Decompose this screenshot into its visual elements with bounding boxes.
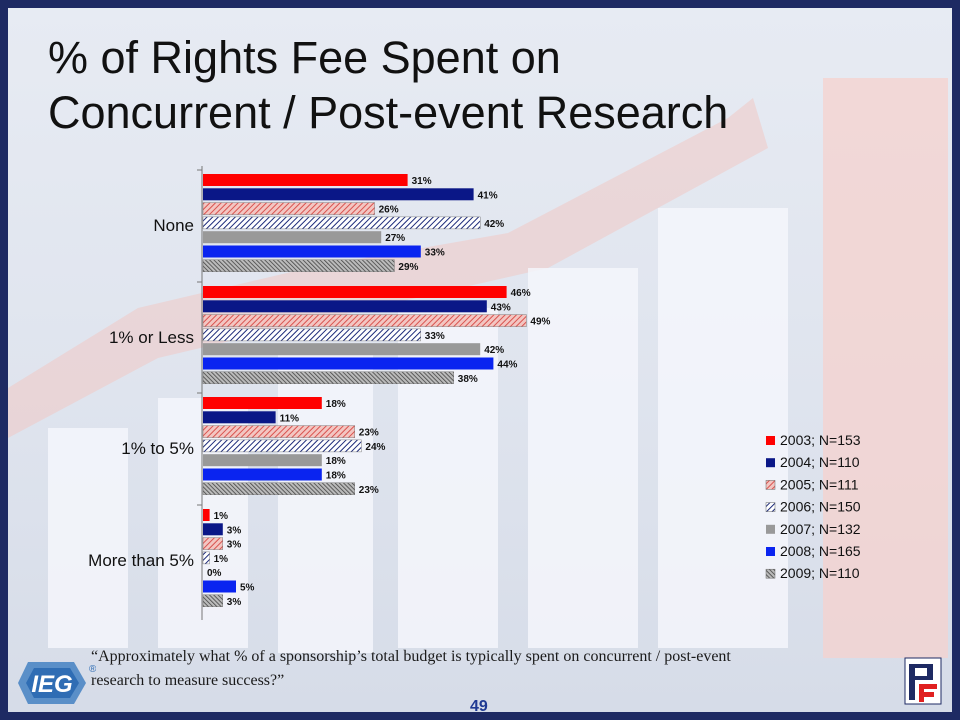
ieg-logo: IEG ® — [18, 662, 96, 704]
bar-1-or-less-2007 — [203, 343, 481, 356]
data-label: 27% — [385, 233, 405, 244]
bar-1-or-less-2008 — [203, 357, 494, 370]
data-label: 3% — [227, 540, 242, 551]
bar-more-than-5-2005 — [202, 537, 223, 550]
data-label: 29% — [398, 262, 418, 273]
ieg-logo-mark: ® — [89, 664, 96, 675]
data-label: 46% — [511, 288, 531, 299]
data-label: 33% — [425, 248, 445, 259]
legend-swatch — [765, 568, 776, 579]
bar-1-or-less-2004 — [203, 300, 487, 313]
legend-label-2003: 2003; N=153 — [780, 432, 861, 448]
data-label: 49% — [530, 317, 550, 328]
data-label: 41% — [478, 190, 498, 201]
data-label: 0% — [207, 568, 222, 579]
data-label: 31% — [412, 176, 432, 187]
bar-1-or-less-2006 — [202, 328, 422, 342]
survey-question-line1: “Approximately what % of a sponsorship’s… — [91, 648, 731, 665]
data-label: 42% — [484, 219, 504, 230]
bar-none-2008 — [203, 245, 421, 258]
legend-swatch — [766, 524, 775, 534]
data-label: 42% — [484, 345, 504, 356]
data-label: 18% — [326, 399, 346, 410]
bar-1-to-5-2007 — [203, 454, 322, 467]
bar-more-than-5-2008 — [203, 580, 236, 593]
data-label: 23% — [359, 428, 379, 439]
legend-swatch — [765, 480, 776, 490]
data-label: 23% — [359, 485, 379, 496]
category-label-1-to-5: 1% to 5% — [121, 439, 194, 458]
data-label: 44% — [497, 360, 517, 371]
data-label: 24% — [365, 442, 385, 453]
category-label-more-than-5: More than 5% — [88, 551, 194, 570]
chart-legend: 2003; N=153 2004; N=110 2005; N=111 2006; N… — [765, 432, 861, 581]
legend-label-2004: 2004; N=110 — [780, 454, 860, 470]
bar-1-or-less-2005 — [202, 314, 527, 327]
data-label: 26% — [379, 205, 399, 216]
legend-label-2005: 2005; N=111 — [780, 476, 859, 492]
data-label: 5% — [240, 583, 255, 594]
legend-label-2009: 2009; N=110 — [780, 565, 860, 581]
ieg-logo-text: IEG — [31, 671, 72, 698]
data-label: 3% — [227, 525, 242, 536]
legend-label-2008: 2008; N=165 — [780, 543, 861, 559]
bar-none-2005 — [202, 202, 375, 215]
category-label-1-or-less: 1% or Less — [109, 328, 194, 347]
survey-question: “Approximately what % of a sponsorship’s… — [91, 645, 871, 693]
bar-1-to-5-2003 — [203, 397, 322, 409]
pf-logo — [904, 657, 942, 705]
category-label-none: None — [153, 216, 194, 235]
legend-swatch — [766, 458, 775, 468]
bar-1-or-less-2003 — [203, 286, 507, 298]
legend-label-2007: 2007; N=132 — [780, 521, 861, 537]
bar-none-2009 — [202, 259, 395, 273]
legend-swatch — [765, 502, 776, 512]
bar-1-to-5-2005 — [202, 425, 356, 438]
bar-chart: 31% 41% 26% 42% 27% 33% 29% 46%43% 49% 33% 42% 44% 3… — [88, 166, 861, 620]
data-label: 18% — [326, 471, 346, 482]
page-number: 49 — [470, 698, 488, 715]
data-label: 1% — [214, 511, 229, 522]
data-label: 33% — [425, 331, 445, 342]
survey-question-line2: research to measure success?” — [91, 672, 285, 689]
bar-more-than-5-2003 — [203, 509, 210, 521]
data-label: 11% — [280, 413, 300, 424]
bar-1-or-less-2009 — [202, 371, 455, 384]
legend-swatch — [766, 436, 775, 445]
data-label: 1% — [214, 554, 229, 565]
data-label: 43% — [491, 302, 511, 313]
bar-1-to-5-2009 — [202, 482, 356, 495]
bar-more-than-5-2009 — [202, 594, 223, 607]
data-label: 18% — [326, 456, 346, 467]
bar-more-than-5-2006 — [202, 551, 210, 565]
data-label: 38% — [458, 374, 478, 385]
slide-title: % of Rights Fee Spent on Concurrent / Po… — [48, 30, 928, 140]
bar-more-than-5-2004 — [203, 523, 223, 536]
legend-swatch — [766, 547, 775, 556]
bar-1-to-5-2008 — [203, 468, 322, 481]
bars-layer: 31% 41% 26% 42% 27% 33% 29% 46%43% 49% 33% 42% 44% 3… — [202, 174, 551, 608]
bar-none-2007 — [203, 231, 382, 244]
axis-layer: None 1% or Less 1% to 5% More than 5% — [88, 166, 203, 620]
slide-title-line2: Concurrent / Post-event Research — [48, 87, 729, 138]
slide-title-line1: % of Rights Fee Spent on — [48, 32, 561, 83]
bar-none-2006 — [202, 216, 481, 230]
bar-none-2004 — [203, 188, 474, 201]
bar-none-2003 — [203, 174, 408, 186]
bar-1-to-5-2006 — [202, 439, 362, 453]
bar-1-to-5-2004 — [203, 411, 276, 424]
legend-label-2006: 2006; N=150 — [780, 499, 861, 515]
data-label: 3% — [227, 597, 242, 608]
